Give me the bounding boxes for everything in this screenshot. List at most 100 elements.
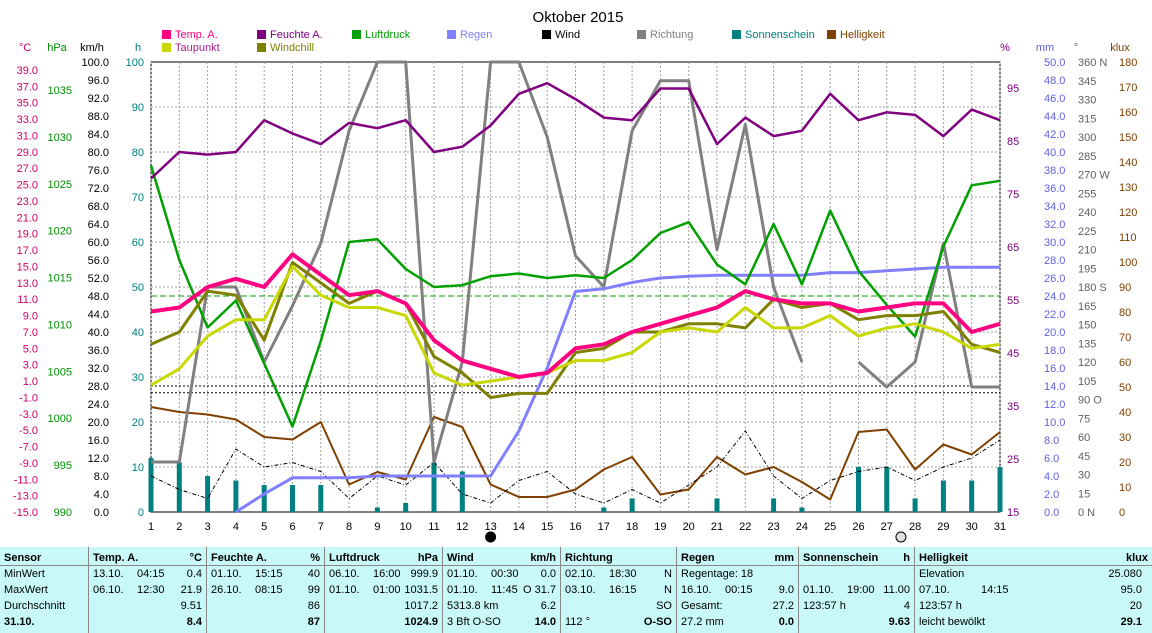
stats-value: N [664, 584, 672, 596]
sunshine-bar [261, 485, 267, 512]
tick-label-mm: 22.0 [1044, 309, 1065, 321]
sunshine-bar [318, 485, 324, 512]
tick-label-kmh: 64.0 [88, 219, 109, 231]
stats-title: Richtung [565, 552, 613, 564]
tick-label-hours: 90 [132, 102, 144, 114]
stats-value: 1017.2 [404, 600, 438, 612]
tick-label-day: 23 [767, 521, 779, 533]
stats-header-divider [0, 565, 1152, 566]
tick-label-mm: 20.0 [1044, 327, 1065, 339]
tick-label-hours: 0 [138, 507, 144, 519]
stats-row: SO [565, 599, 672, 613]
tick-label-deg: 135 [1078, 338, 1096, 350]
sunshine-bar [856, 467, 861, 512]
legend-swatch [827, 30, 836, 39]
tick-label-pct: 45 [1007, 348, 1019, 360]
stats-date: 02.10. [565, 568, 596, 580]
tick-label-celsius: 5.0 [23, 343, 38, 355]
tick-label-day: 18 [626, 521, 638, 533]
legend-swatch [542, 30, 551, 39]
tick-label-mm: 48.0 [1044, 75, 1065, 87]
tick-label-celsius: -11.0 [14, 474, 38, 486]
tick-label-deg: 195 [1078, 263, 1096, 275]
tick-label-celsius: -13.0 [13, 491, 38, 503]
stats-value: 6.2 [540, 600, 556, 612]
stats-title: Sonnenschein [803, 552, 879, 564]
stats-row: 02.10. 18:30 N [565, 567, 672, 581]
sunshine-bar [714, 498, 720, 512]
tick-label-day: 21 [711, 521, 723, 533]
stats-row: 87 [211, 615, 320, 629]
stats-row: leicht bewölkt 29.1 [919, 615, 1148, 629]
stats-title: Regen [681, 552, 715, 564]
tick-label-deg: 30 [1078, 470, 1090, 482]
stats-header: Luftdruck hPa [329, 551, 438, 565]
tick-label-hpa: 1025 [48, 179, 72, 191]
tick-label-celsius: 27.0 [17, 163, 38, 175]
stats-time: 11:45 [491, 584, 518, 596]
stats-row: 06.10. 16:00 999.9 [329, 567, 438, 581]
tick-label-hours: 100 [126, 57, 144, 69]
legend-label: Sonnenschein [745, 29, 815, 41]
tick-label-deg: 45 [1078, 451, 1090, 463]
tick-label-hpa: 1030 [48, 132, 72, 144]
tick-label-klux: 120 [1119, 207, 1137, 219]
tick-label-deg: 210 [1078, 245, 1096, 257]
stats-value: 40 [307, 568, 320, 580]
stats-date: 01.10. [329, 584, 360, 596]
stats-value: 1031.5 [404, 584, 438, 596]
stats-block-feuchte: Feuchte A.% 01.10. 15:15 40 26.10. 08:15 99 86 8… [206, 547, 324, 633]
stats-time: 19:00 [847, 584, 875, 596]
stats-value: 1024.9 [404, 616, 438, 628]
stats-row: 01.10. 15:15 40 [211, 567, 320, 581]
sunshine-bar [290, 485, 295, 512]
tick-label-deg: 345 [1078, 76, 1096, 88]
tick-label-hpa: 990 [54, 507, 72, 519]
legend-swatch [352, 30, 361, 39]
tick-label-klux: 130 [1119, 182, 1137, 194]
legend-label: Wind [555, 29, 580, 41]
stats-row: 01.10. 01:00 1031.5 [329, 583, 438, 597]
tick-label-deg: 180 S [1078, 282, 1107, 294]
legend-label: Helligkeit [840, 29, 885, 41]
series-line [150, 406, 1001, 501]
tick-label-deg: 105 [1078, 376, 1096, 388]
tick-label-klux: 10 [1119, 482, 1131, 494]
tick-label-klux: 110 [1119, 232, 1137, 244]
stats-row: MinWert [4, 567, 84, 581]
stats-value: 87 [307, 616, 320, 628]
stats-time: 16:15 [609, 584, 637, 596]
tick-label-deg: 285 [1078, 151, 1096, 163]
sunshine-bar [799, 507, 805, 512]
stats-header: Richtung [565, 551, 672, 565]
tick-label-mm: 14.0 [1044, 381, 1065, 393]
tick-label-day: 31 [994, 521, 1006, 533]
stats-value: 9.0 [778, 584, 794, 596]
tick-label-hours: 60 [132, 237, 144, 249]
tick-label-day: 22 [739, 521, 751, 533]
stats-unit: hPa [417, 552, 438, 564]
tick-label-celsius: 33.0 [17, 114, 38, 126]
sunshine-bar [233, 480, 239, 512]
tick-label-kmh: 48.0 [88, 291, 109, 303]
tick-label-pct: 75 [1007, 189, 1019, 201]
stats-block-wind: Wind km/h 01.10. 00:30 0.0 01.10. 11:45 O 31.7 5… [442, 547, 560, 633]
tick-label-day: 8 [346, 521, 352, 533]
unit-label-h: h [135, 42, 141, 54]
tick-label-celsius: 13.0 [17, 278, 38, 290]
tick-label-day: 30 [966, 521, 978, 533]
tick-label-celsius: -3.0 [19, 409, 38, 421]
tick-label-deg: 90 O [1078, 395, 1102, 407]
tick-label-celsius: -1.0 [19, 392, 38, 404]
tick-label-pct: 95 [1007, 83, 1019, 95]
tick-label-deg: 360 N [1078, 57, 1107, 69]
tick-label-kmh: 20.0 [88, 417, 109, 429]
tick-label-hpa: 1005 [48, 366, 72, 378]
stats-date: 3 Bft O-SO [447, 616, 501, 628]
tick-label-day: 20 [683, 521, 695, 533]
stats-value: 999.9 [410, 568, 438, 580]
stats-header: Helligkeit klux [919, 551, 1148, 565]
stats-row: 16.10. 00:15 9.0 [681, 583, 794, 597]
tick-label-celsius: 3.0 [23, 360, 38, 372]
tick-label-hpa: 1010 [48, 319, 72, 331]
